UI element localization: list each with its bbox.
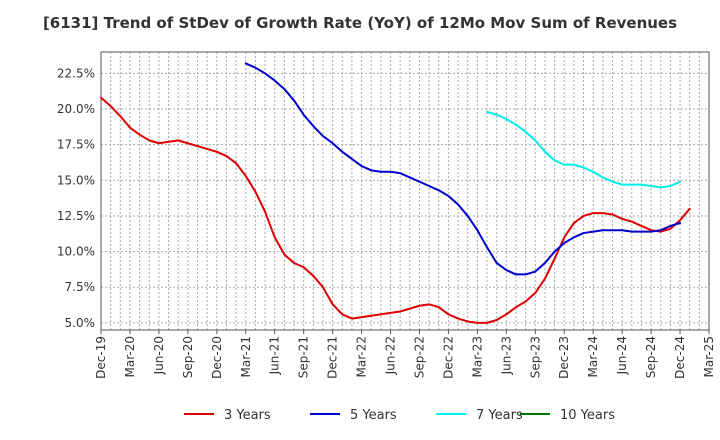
plot-border	[100, 51, 710, 331]
x-tick-label: Jun-23	[499, 336, 513, 375]
x-tick-label: Mar-20	[123, 336, 137, 377]
y-tick-label: 22.5%	[57, 66, 95, 80]
x-tick-label: Sep-22	[412, 336, 426, 378]
x-tick-label: Mar-22	[355, 336, 369, 377]
series-line-7-years	[486, 110, 682, 189]
axes: 5.0% 7.5% 10.0% 12.5% 15.0% 17.5% 20.0% 22.5% De…	[57, 51, 716, 379]
x-tick-label: Jun-20	[152, 336, 166, 375]
chart-title: [6131] Trend of StDev of Growth Rate (Yo…	[43, 14, 677, 32]
x-tick-label: Sep-20	[181, 336, 195, 378]
y-tick-label: 17.5%	[57, 138, 95, 152]
series-lines	[100, 62, 691, 324]
x-tick-label: Mar-21	[239, 336, 253, 377]
x-tick-label: Jun-21	[268, 336, 282, 375]
x-tick-label: Jun-22	[384, 336, 398, 375]
y-tick-label: 10.0%	[57, 245, 95, 259]
x-tick-label: Dec-21	[326, 336, 340, 379]
y-tick-label: 7.5%	[65, 280, 96, 294]
legend: 3 Years 5 Years 7 Years 10 Years	[184, 408, 615, 423]
x-tick-label: Sep-21	[297, 336, 311, 378]
y-tick-label: 5.0%	[65, 316, 96, 330]
legend-label: 7 Years	[476, 408, 523, 423]
x-tick-label: Mar-23	[470, 336, 484, 377]
x-tick-label: Dec-20	[210, 336, 224, 379]
series-line-5-years	[244, 62, 682, 276]
x-tick-label: Jun-24	[615, 336, 629, 375]
x-tick-label: Mar-24	[586, 336, 600, 377]
plot-area	[101, 52, 709, 330]
x-tick-label: Dec-22	[441, 336, 455, 379]
legend-label: 10 Years	[560, 408, 615, 423]
x-tick-label: Dec-23	[557, 336, 571, 379]
x-tick-label: Mar-25	[702, 336, 716, 377]
legend-label: 5 Years	[350, 408, 397, 423]
series-line-3-years	[100, 96, 691, 324]
y-tick-label: 15.0%	[57, 173, 95, 187]
grid	[100, 52, 710, 330]
x-tick-label: Sep-23	[528, 336, 542, 378]
y-tick-label: 12.5%	[57, 209, 95, 223]
x-tick-label: Dec-24	[673, 336, 687, 379]
y-tick-label: 20.0%	[57, 102, 95, 116]
x-tick-label: Sep-24	[644, 336, 658, 378]
x-tick-label: Dec-19	[94, 336, 108, 379]
legend-label: 3 Years	[224, 408, 271, 423]
